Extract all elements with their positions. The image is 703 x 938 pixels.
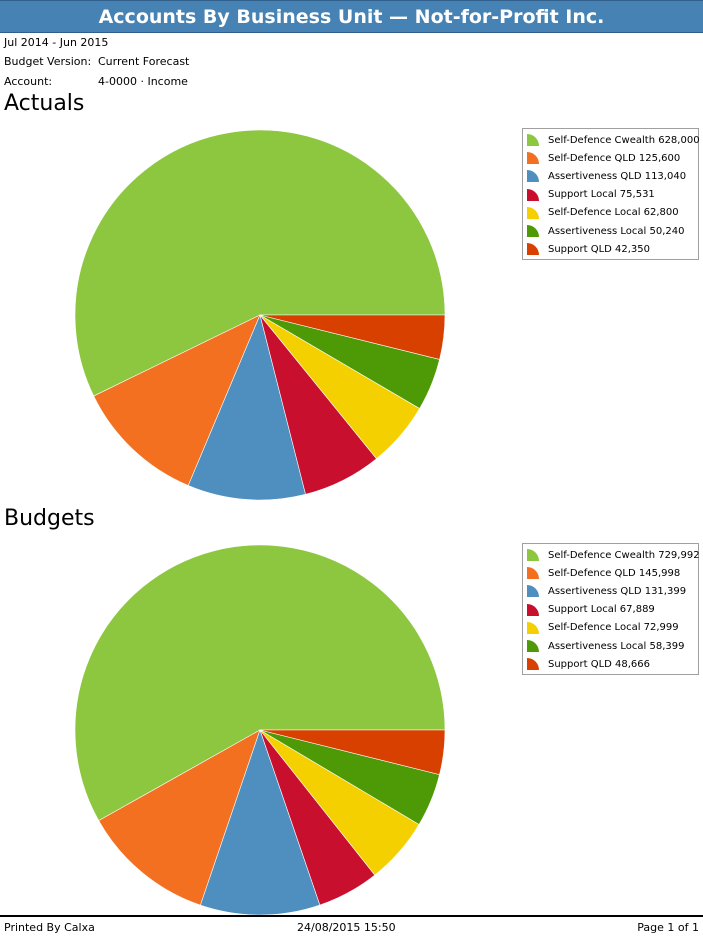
account-row: Account: 4-0000 · Income	[4, 75, 188, 88]
actuals-legend-item: Assertiveness QLD 113,040	[523, 167, 698, 185]
actuals-slice-support-qld	[259, 314, 446, 360]
budget-version-row: Budget Version: Current Forecast	[4, 55, 189, 68]
footer-page: Page 1 of 1	[637, 921, 699, 934]
actuals-legend-label: Self-Defence Cwealth 628,000	[548, 134, 700, 146]
pie-slice-swatch-icon	[526, 206, 542, 220]
budgets-legend-label: Assertiveness QLD 131,399	[548, 585, 687, 597]
actuals-slice-self-defence-qld	[93, 314, 261, 486]
actuals-legend-label: Support QLD 42,350	[548, 243, 651, 255]
pie-slice-swatch-icon	[526, 639, 542, 653]
budgets-legend: Self-Defence Cwealth 729,992 Self-Defence…	[522, 543, 700, 676]
actuals-legend-label: Support Local 75,531	[548, 189, 655, 201]
pie-slice-swatch-icon	[526, 242, 542, 256]
account-value: 4-0000 · Income	[98, 75, 188, 88]
pie-slice-swatch-icon	[526, 188, 542, 202]
budgets-legend-item: Assertiveness QLD 131,399	[523, 582, 698, 600]
budgets-title: Budgets	[4, 506, 95, 531]
budgets-legend-item: Self-Defence QLD 145,998	[523, 564, 698, 582]
pie-slice-swatch-icon	[526, 621, 542, 635]
actuals-legend-item: Support QLD 42,350	[523, 240, 698, 258]
actuals-legend-label: Self-Defence Local 62,800	[548, 207, 679, 219]
budgets-legend-label: Self-Defence Local 72,999	[548, 622, 679, 634]
budget-version-label: Budget Version:	[4, 55, 92, 68]
actuals-slice-assertiveness-qld	[187, 314, 306, 501]
budgets-slice-assertiveness-qld	[200, 729, 321, 916]
pie-slice-swatch-icon	[526, 169, 542, 183]
pie-slice-swatch-icon	[526, 224, 542, 238]
budgets-legend-item: Self-Defence Local 72,999	[523, 619, 698, 637]
budgets-legend-label: Self-Defence Cwealth 729,992	[548, 549, 700, 561]
actuals-title: Actuals	[4, 91, 85, 116]
actuals-legend-label: Self-Defence QLD 125,600	[548, 152, 681, 164]
budgets-pie-chart	[74, 544, 446, 916]
pie-slice-swatch-icon	[526, 151, 542, 165]
footer-divider	[0, 915, 703, 917]
budgets-legend-label: Self-Defence QLD 145,998	[548, 567, 681, 579]
actuals-legend-label: Assertiveness Local 50,240	[548, 225, 685, 237]
footer-printed-by: Printed By Calxa	[4, 921, 95, 934]
report-title: Accounts By Business Unit — Not-for-Prof…	[0, 0, 703, 33]
pie-slice-swatch-icon	[526, 657, 542, 671]
budgets-slice-self-defence-qld	[98, 729, 261, 906]
budgets-legend-item: Assertiveness Local 58,399	[523, 637, 698, 655]
actuals-legend-item: Self-Defence Cwealth 628,000	[523, 131, 700, 149]
actuals-legend-item: Support Local 75,531	[523, 186, 698, 204]
budgets-slice-support-qld	[259, 729, 446, 775]
budgets-legend-label: Assertiveness Local 58,399	[548, 640, 685, 652]
actuals-legend-label: Assertiveness QLD 113,040	[548, 170, 687, 182]
actuals-legend: Self-Defence Cwealth 628,000 Self-Defence…	[522, 128, 700, 261]
actuals-legend-item: Self-Defence QLD 125,600	[523, 149, 698, 167]
actuals-legend-item: Assertiveness Local 50,240	[523, 222, 698, 240]
account-label: Account:	[4, 75, 53, 88]
pie-slice-swatch-icon	[526, 548, 542, 562]
actuals-pie-chart	[74, 129, 446, 501]
budgets-legend-label: Support Local 67,889	[548, 604, 655, 616]
budgets-slice-self-defence-cwealth	[74, 544, 446, 822]
report-period: Jul 2014 - Jun 2015	[4, 36, 109, 49]
pie-slice-swatch-icon	[526, 133, 542, 147]
footer-printed-at: 24/08/2015 15:50	[297, 921, 396, 934]
budgets-legend-item: Support Local 67,889	[523, 601, 698, 619]
pie-slice-swatch-icon	[526, 603, 542, 617]
budgets-legend-item: Support QLD 48,666	[523, 655, 698, 673]
actuals-slice-self-defence-cwealth	[74, 129, 446, 397]
budgets-legend-item: Self-Defence Cwealth 729,992	[523, 546, 700, 564]
actuals-legend-item: Self-Defence Local 62,800	[523, 204, 698, 222]
pie-slice-swatch-icon	[526, 584, 542, 598]
budgets-legend-label: Support QLD 48,666	[548, 658, 651, 670]
budget-version-value: Current Forecast	[98, 55, 190, 68]
pie-slice-swatch-icon	[526, 566, 542, 580]
